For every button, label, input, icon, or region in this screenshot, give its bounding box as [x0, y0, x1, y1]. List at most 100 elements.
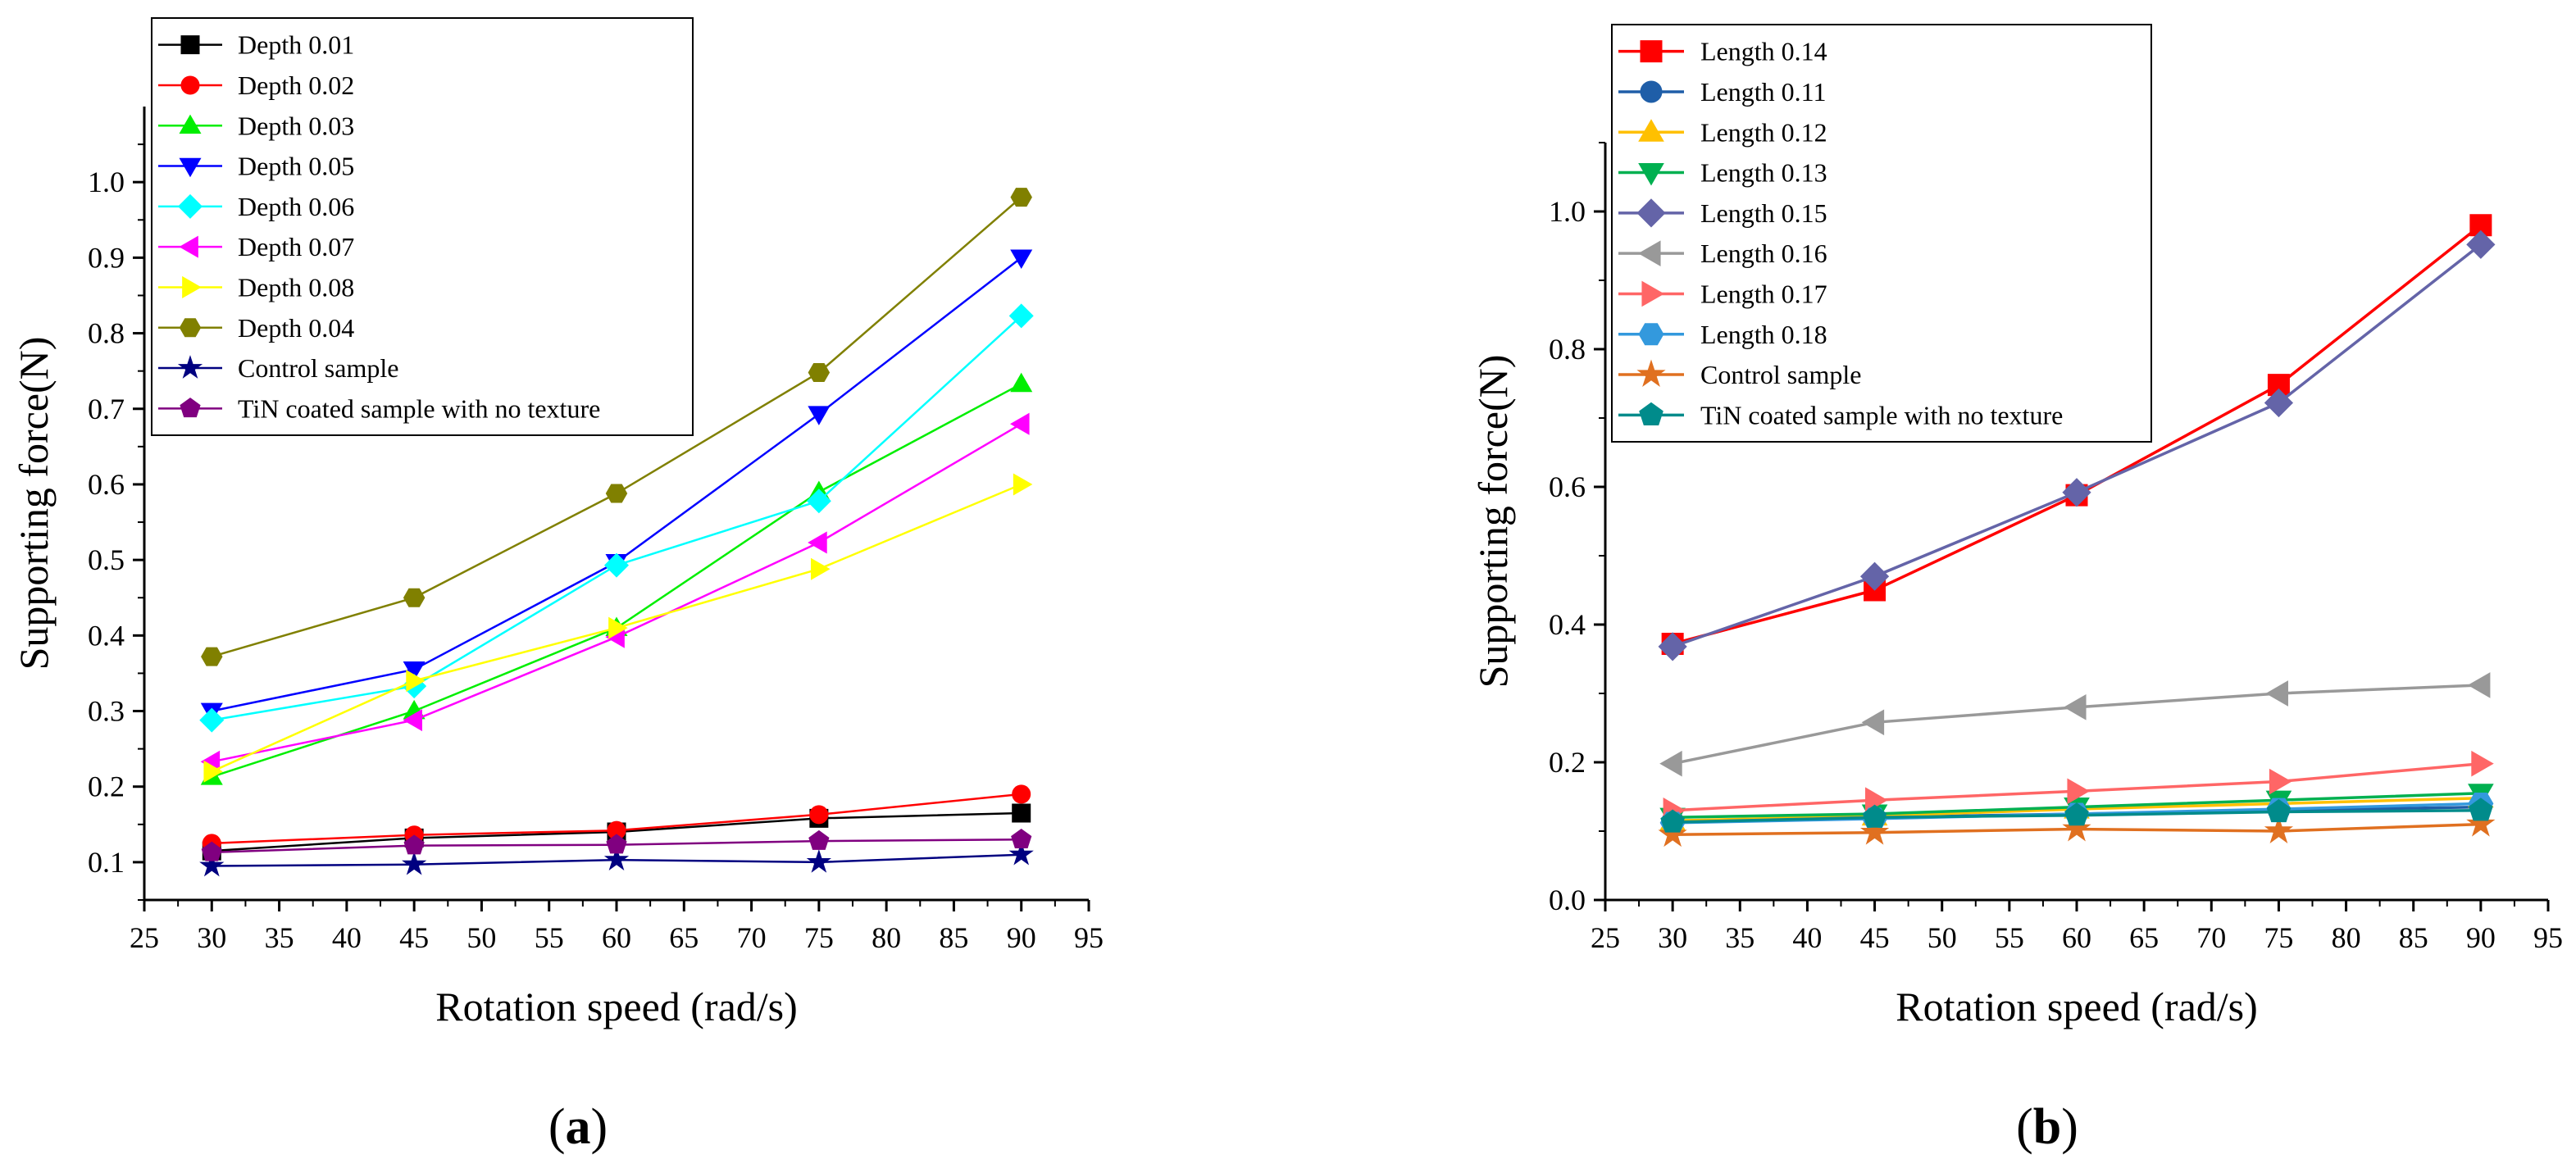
legend-entry: Depth 0.07: [158, 232, 354, 261]
data-point: [1859, 561, 1890, 591]
chart-panel-a: 25 30 35 40 45 50 55 60 65 70 75 80 85 90 95 0.1 0.2 0.3 0…: [11, 17, 1104, 1155]
data-point: [806, 849, 831, 873]
legend-marker: [179, 318, 202, 338]
legend-entry: Depth 0.03: [158, 111, 354, 140]
x-tick-label: 70: [737, 921, 767, 954]
legend-box: [1611, 24, 2152, 443]
data-point: [2466, 809, 2496, 837]
legend-entry: TiN coated sample with no texture: [158, 393, 600, 423]
data-point: [1011, 828, 1032, 848]
y-tick-label: 0.2: [1549, 746, 1586, 779]
data-point: [2471, 750, 2494, 777]
x-tick-label: 70: [2196, 921, 2226, 954]
legend-entry: Depth 0.06: [158, 192, 354, 221]
series-10: [1660, 798, 2493, 833]
data-point: [402, 851, 427, 875]
y-tick-label: 1.0: [1549, 195, 1586, 228]
y-tick-label: 0.1: [88, 846, 125, 879]
data-point: [199, 852, 225, 877]
data-point: [1010, 188, 1032, 207]
legend-entry: Length 0.17: [1618, 279, 1827, 308]
legend-label: Length 0.13: [1700, 158, 1827, 188]
x-tick-label: 50: [467, 921, 496, 954]
legend-label: Length 0.14: [1700, 37, 1827, 66]
y-tick-label: 0.8: [88, 317, 125, 350]
legend-label: Depth 0.07: [238, 232, 354, 261]
legend-marker: [1638, 163, 1664, 186]
x-tick-label: 90: [2466, 921, 2496, 954]
y-tick-label: 0.8: [1549, 333, 1586, 366]
y-tick-label: 0.0: [1549, 884, 1586, 916]
data-point: [203, 760, 223, 783]
x-axis-title: Rotation speed (rad/s): [435, 984, 798, 1029]
legend-label: Depth 0.02: [238, 70, 354, 100]
series-10: [201, 828, 1032, 861]
legend-entry: Length 0.13: [1618, 158, 1827, 188]
data-point: [2469, 214, 2492, 237]
y-tick-label: 0.4: [1549, 608, 1586, 641]
x-tick-label: 80: [872, 921, 901, 954]
panel-label-letter: a: [566, 1099, 591, 1155]
legend-entry: Length 0.12: [1618, 117, 1827, 147]
data-point: [1660, 809, 1685, 833]
x-tick-label: 45: [1860, 921, 1890, 954]
legend-entry: Length 0.18: [1618, 320, 1827, 349]
y-tick-label: 0.6: [88, 468, 125, 501]
legend-label: Length 0.15: [1700, 198, 1827, 228]
y-tick-label: 0.4: [88, 619, 125, 652]
legend-entry: Length 0.11: [1618, 77, 1826, 107]
x-tick-label: 75: [2264, 921, 2293, 954]
x-tick-label: 35: [1725, 921, 1755, 954]
x-tick-label: 90: [1007, 921, 1036, 954]
series-line: [212, 423, 1022, 763]
data-point: [806, 489, 831, 514]
panel-label-letter: b: [2033, 1099, 2061, 1155]
data-point: [808, 531, 827, 554]
data-point: [2264, 388, 2294, 418]
legend-marker: [1640, 40, 1663, 63]
data-point: [2264, 816, 2294, 843]
data-point: [1008, 303, 1034, 329]
data-point: [808, 829, 830, 850]
y-tick-label: 0.9: [88, 241, 125, 274]
legend-marker: [1636, 198, 1666, 228]
data-point: [2467, 672, 2491, 698]
x-tick-label: 55: [1995, 921, 2024, 954]
legend-entry: Depth 0.04: [158, 313, 354, 343]
legend: Length 0.14 Length 0.11 Length 0.12 Length …: [1611, 24, 2152, 443]
data-point: [1861, 709, 1885, 736]
data-point: [808, 406, 831, 425]
data-point: [606, 834, 627, 854]
series-line: [1672, 684, 2481, 766]
legend-label: Depth 0.06: [238, 192, 354, 221]
legend-label: Control sample: [1700, 360, 1861, 389]
data-point: [403, 834, 425, 855]
x-tick-label: 40: [1792, 921, 1822, 954]
x-tick-label: 60: [602, 921, 631, 954]
data-point: [1010, 372, 1033, 393]
y-tick-label: 0.5: [88, 543, 125, 576]
legend-label: Control sample: [238, 353, 398, 383]
data-point: [201, 647, 223, 666]
data-point: [1659, 750, 1682, 777]
y-axis-title: Supporting force(N): [11, 337, 57, 670]
legend-label: Depth 0.08: [238, 272, 354, 302]
y-tick-label: 0.2: [88, 770, 125, 803]
series-6: [200, 412, 1030, 773]
legend-marker: [179, 114, 202, 134]
legend-label: Length 0.11: [1700, 77, 1826, 107]
data-point: [1859, 817, 1890, 845]
legend-marker: [1638, 323, 1664, 346]
x-tick-label: 50: [1927, 921, 1957, 954]
series-9: [1658, 809, 2496, 848]
legend-marker: [179, 157, 202, 178]
data-point: [809, 805, 829, 825]
y-tick-label: 1.0: [88, 166, 125, 198]
series-5: [1658, 230, 2496, 661]
legend-marker: [177, 193, 203, 219]
x-tick-label: 80: [2332, 921, 2361, 954]
legend-label: Length 0.12: [1700, 117, 1827, 147]
legend-entry: Depth 0.08: [158, 272, 354, 302]
legend-box: [151, 17, 694, 436]
